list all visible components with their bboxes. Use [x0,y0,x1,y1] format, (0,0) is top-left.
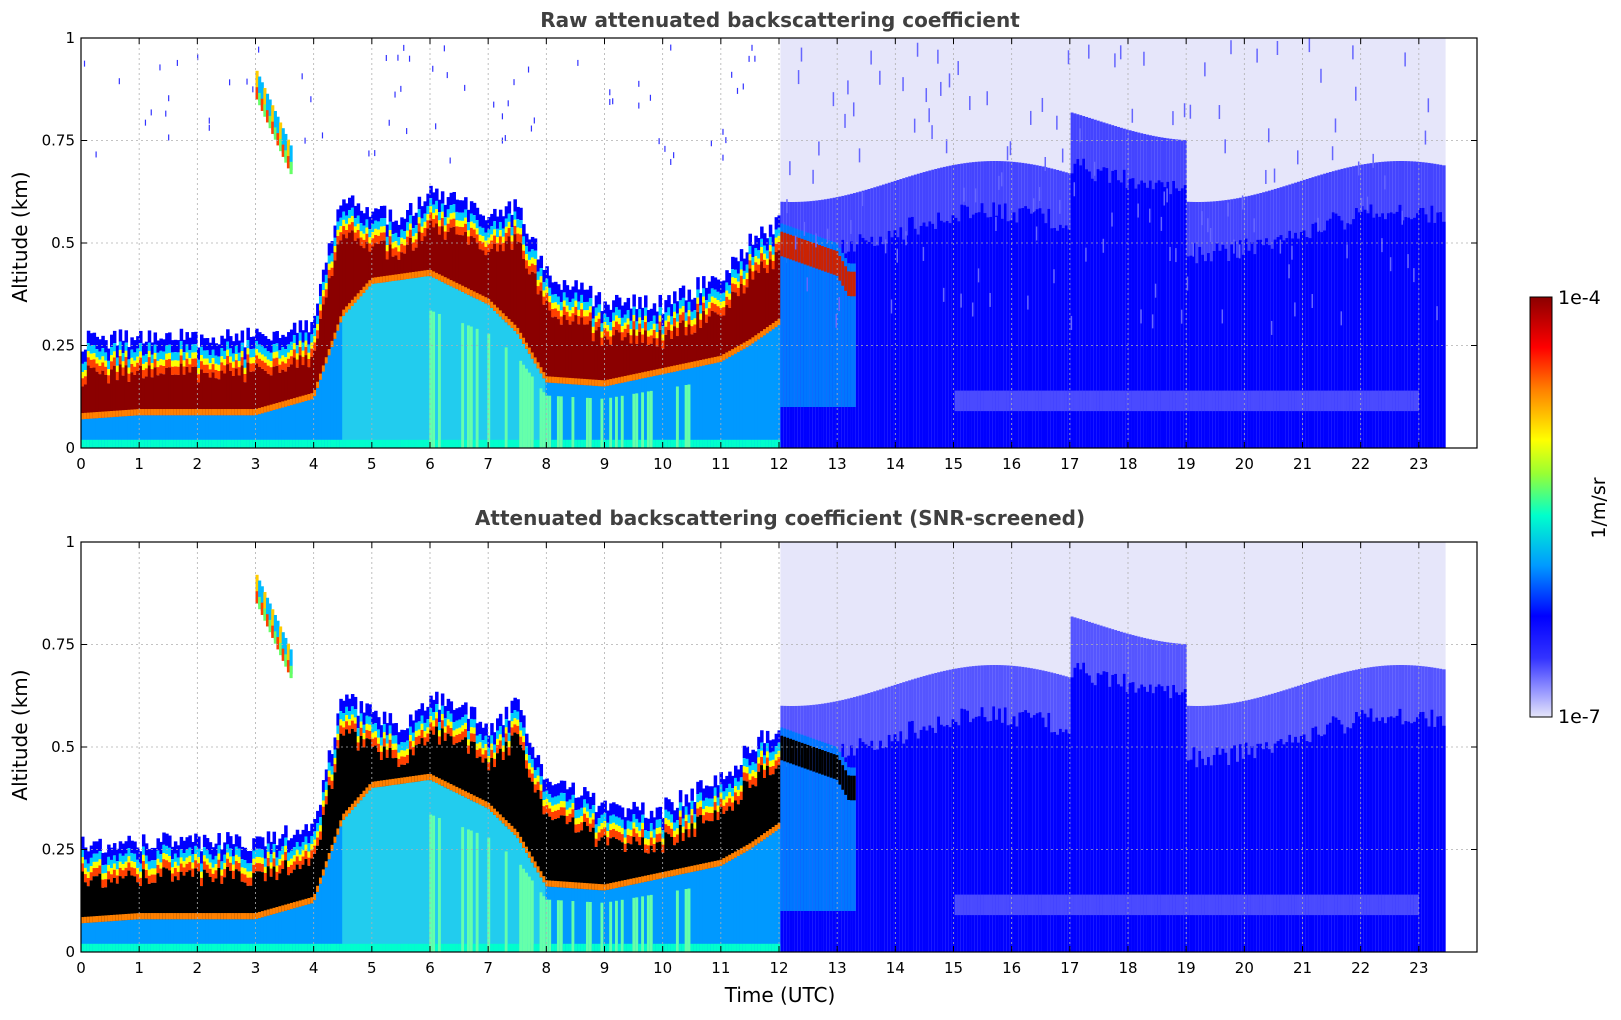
axis-ticks: 0 1 2 3 4 5 6 7 8 9 10 11 12 13 14 15 16 17 18 19 20 21 22 2300… [42,29,1477,473]
y-tick-label: 0 [65,943,75,961]
colorbar: 1e-4 1e-7 1/m/sr [1529,287,1610,728]
chart-title: Attenuated backscattering coefficient (S… [475,506,1085,530]
raw-backscatter-panel: Raw attenuated backscattering coefficien… [8,8,1478,473]
x-tick-label: 19 [1177,959,1196,977]
x-tick-label: 5 [367,959,377,977]
x-tick-label: 16 [1002,959,1021,977]
colorbar-max-label: 1e-4 [1558,287,1601,309]
x-tick-label: 4 [309,959,319,977]
x-axis-label: Time (UTC) [724,983,836,1007]
x-tick-label: 17 [1060,455,1079,473]
x-tick-label: 1 [134,959,144,977]
x-tick-label: 18 [1118,959,1137,977]
x-tick-label: 0 [76,455,86,473]
x-tick-label: 22 [1351,959,1370,977]
x-tick-label: 2 [193,455,203,473]
x-tick-label: 6 [425,959,435,977]
y-axis-label: Altitude (km) [8,171,32,302]
y-tick-label: 0.25 [42,841,75,859]
y-tick-label: 0 [65,439,75,457]
y-tick-label: 1 [65,533,75,551]
chart-title: Raw attenuated backscattering coefficien… [540,8,1020,32]
x-tick-label: 17 [1060,959,1079,977]
backscatter-heatmap [81,542,1446,952]
y-tick-label: 1 [65,29,75,47]
y-tick-label: 0.5 [51,738,75,756]
axis-ticks: 0 1 2 3 4 5 6 7 8 9 10 11 12 13 14 15 16 17 18 19 20 21 22 2300… [42,533,1477,977]
grid-lines [81,542,1477,952]
x-tick-label: 4 [309,455,319,473]
x-tick-label: 20 [1235,959,1254,977]
x-tick-label: 14 [886,959,905,977]
y-axis-label: Altitude (km) [8,669,32,800]
x-tick-label: 23 [1409,959,1428,977]
y-tick-label: 0.75 [42,132,75,150]
x-tick-label: 21 [1293,959,1312,977]
y-tick-label: 0.5 [51,234,75,252]
x-tick-label: 20 [1235,455,1254,473]
x-tick-label: 12 [769,455,788,473]
x-tick-label: 21 [1293,455,1312,473]
x-tick-label: 5 [367,455,377,473]
x-tick-label: 9 [600,959,610,977]
x-tick-label: 3 [251,455,261,473]
x-tick-label: 15 [944,455,963,473]
x-tick-label: 12 [769,959,788,977]
x-tick-label: 10 [653,959,672,977]
x-tick-label: 19 [1177,455,1196,473]
grid-lines [81,38,1477,448]
y-tick-label: 0.75 [42,636,75,654]
x-tick-label: 11 [711,959,730,977]
screened-backscatter-panel: Attenuated backscattering coefficient (S… [8,506,1478,1007]
x-tick-label: 2 [193,959,203,977]
x-tick-label: 6 [425,455,435,473]
x-tick-label: 7 [483,455,493,473]
x-tick-label: 23 [1409,455,1428,473]
x-tick-label: 3 [251,959,261,977]
x-tick-label: 16 [1002,455,1021,473]
colorbar-min-label: 1e-7 [1558,706,1601,728]
x-tick-label: 11 [711,455,730,473]
x-tick-label: 8 [542,959,552,977]
x-tick-label: 13 [828,959,847,977]
x-tick-label: 0 [76,959,86,977]
x-tick-label: 18 [1118,455,1137,473]
colorbar-unit-label: 1/m/sr [1588,477,1610,538]
x-tick-label: 10 [653,455,672,473]
x-tick-label: 1 [134,455,144,473]
y-tick-label: 0.25 [42,337,75,355]
x-tick-label: 22 [1351,455,1370,473]
backscatter-heatmap [81,38,1446,449]
x-tick-label: 14 [886,455,905,473]
x-tick-label: 15 [944,959,963,977]
colorbar-gradient [1529,296,1553,718]
x-tick-label: 8 [542,455,552,473]
x-tick-label: 9 [600,455,610,473]
x-tick-label: 7 [483,959,493,977]
x-tick-label: 13 [828,455,847,473]
